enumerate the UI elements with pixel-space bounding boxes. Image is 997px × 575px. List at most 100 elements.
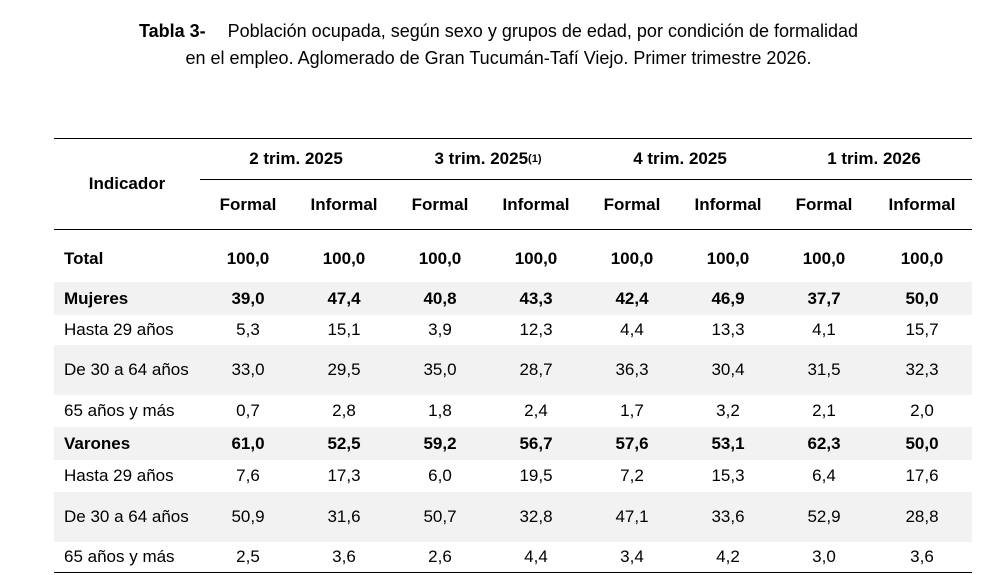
- table-cell: 15,7: [905, 320, 939, 339]
- table-row: Mujeres 39,0 47,4 40,8 43,3 42,4 46,9 37,7 50,0: [54, 282, 972, 315]
- table-row: 65 años y más 2,5 3,6 2,6 4,4 3,4 4,2 3,0 3,6: [54, 542, 972, 572]
- table-cell: 29,5: [327, 360, 361, 379]
- table-cell: 1,8: [428, 401, 452, 420]
- period-footnote-mark: (1): [528, 153, 542, 165]
- table-cell: 3,2: [716, 401, 740, 420]
- table-cell: 4,4: [620, 320, 644, 339]
- table-cell: 33,0: [231, 360, 265, 379]
- table-row: Varones 61,0 52,5 59,2 56,7 57,6 53,1 62,3 50,0: [54, 427, 972, 460]
- table-cell: 100,0: [610, 249, 654, 268]
- table-cell: 50,0: [905, 288, 939, 308]
- table-cell: 2,4: [524, 401, 548, 420]
- header-informal: Informal: [694, 195, 762, 214]
- table-cell: 100,0: [514, 249, 558, 268]
- table-title: Tabla 3- Población ocupada, según sexo y …: [0, 18, 997, 72]
- table-cell: 46,9: [711, 288, 745, 308]
- table-row: Total 100,0 100,0 100,0 100,0 100,0 100,0 100,0…: [54, 236, 972, 282]
- table-cell: 37,7: [807, 288, 841, 308]
- table-cell: 62,3: [807, 433, 841, 453]
- table-row: Hasta 29 años 7,6 17,3 6,0 19,5 7,2 15,3 6,4 17,…: [54, 460, 972, 492]
- table-cell: 39,0: [231, 288, 265, 308]
- table-cell: 6,4: [812, 466, 836, 485]
- table-cell: 52,5: [327, 433, 361, 453]
- table-cell: 100,0: [706, 249, 750, 268]
- table-cell: 4,1: [812, 320, 836, 339]
- table-cell: 57,6: [615, 433, 649, 453]
- table-cell: 30,4: [711, 360, 745, 379]
- table-cell: 17,3: [327, 466, 361, 485]
- table-cell: 43,3: [519, 288, 553, 308]
- table-cell: 100,0: [802, 249, 846, 268]
- table-cell: 61,0: [231, 433, 265, 453]
- header-period: 4 trim. 2025: [584, 140, 776, 178]
- table-cell: 40,8: [423, 288, 457, 308]
- table-cell: 12,3: [519, 320, 553, 339]
- row-label: 65 años y más: [64, 547, 175, 566]
- table-cell: 19,5: [519, 466, 553, 485]
- table-cell: 4,4: [524, 547, 548, 566]
- table-cell: 100,0: [418, 249, 462, 268]
- table-cell: 6,0: [428, 466, 452, 485]
- table-cell: 2,1: [812, 401, 836, 420]
- header-period: 3 trim. 2025 (1): [392, 140, 584, 178]
- row-label: Hasta 29 años: [64, 466, 174, 485]
- table-row: De 30 a 64 años 50,9 31,6 50,7 32,8 47,1 33,6 5…: [54, 492, 972, 542]
- row-label: De 30 a 64 años: [64, 507, 189, 526]
- table-cell: 47,1: [615, 507, 649, 526]
- row-label: Total: [64, 249, 104, 268]
- header-informal: Informal: [888, 195, 956, 214]
- header-period: 2 trim. 2025: [200, 140, 392, 178]
- table-cell: 50,0: [905, 433, 939, 453]
- table-row: Hasta 29 años 5,3 15,1 3,9 12,3 4,4 13,3 4,1 15,…: [54, 315, 972, 345]
- table-rule: [54, 229, 972, 230]
- table-cell: 56,7: [519, 433, 553, 453]
- period-label: 3 trim. 2025: [434, 149, 529, 168]
- table-cell: 2,0: [910, 401, 934, 420]
- table-cell: 3,4: [620, 547, 644, 566]
- table-cell: 53,1: [711, 433, 745, 453]
- header-informal: Informal: [502, 195, 570, 214]
- table-cell: 17,6: [905, 466, 939, 485]
- row-label: Hasta 29 años: [64, 320, 174, 339]
- table-number-label: Tabla 3-: [138, 21, 206, 41]
- table-cell: 31,5: [807, 360, 841, 379]
- table-cell: 32,3: [905, 360, 939, 379]
- title-line-1: Tabla 3- Población ocupada, según sexo y …: [0, 18, 997, 45]
- period-label: 1 trim. 2026: [827, 149, 921, 168]
- row-label: Varones: [64, 433, 131, 453]
- table-cell: 3,9: [428, 320, 452, 339]
- title-text-1: Población ocupada, según sexo y grupos d…: [227, 21, 859, 41]
- table-cell: 5,3: [236, 320, 260, 339]
- header-formal: Formal: [795, 195, 853, 214]
- period-label: 2 trim. 2025: [249, 149, 343, 168]
- header-period: 1 trim. 2026: [776, 140, 972, 178]
- header-informal: Informal: [310, 195, 378, 214]
- table-rule: [54, 572, 972, 573]
- header-formal: Formal: [219, 195, 277, 214]
- table-cell: 4,2: [716, 547, 740, 566]
- table-cell: 59,2: [423, 433, 457, 453]
- table-cell: 3,0: [812, 547, 836, 566]
- table-cell: 3,6: [910, 547, 934, 566]
- table-rule: [200, 179, 972, 180]
- table-rule: [54, 138, 972, 139]
- table-cell: 13,3: [711, 320, 745, 339]
- table-cell: 100,0: [322, 249, 366, 268]
- table-row: 65 años y más 0,7 2,8 1,8 2,4 1,7 3,2 2,1 2,0: [54, 395, 972, 427]
- table-cell: 2,6: [428, 547, 452, 566]
- table-cell: 3,6: [332, 547, 356, 566]
- header-formal: Formal: [603, 195, 661, 214]
- table-cell: 15,3: [711, 466, 745, 485]
- table-cell: 47,4: [327, 288, 361, 308]
- table-cell: 33,6: [711, 507, 745, 526]
- table-cell: 7,2: [620, 466, 644, 485]
- period-label: 4 trim. 2025: [633, 149, 727, 168]
- table-cell: 52,9: [807, 507, 841, 526]
- row-label: Mujeres: [64, 288, 129, 308]
- table-cell: 35,0: [423, 360, 457, 379]
- table-cell: 2,5: [236, 547, 260, 566]
- table-cell: 50,7: [423, 507, 457, 526]
- table-cell: 28,7: [519, 360, 553, 379]
- row-label: 65 años y más: [64, 401, 175, 420]
- table-cell: 1,7: [620, 401, 644, 420]
